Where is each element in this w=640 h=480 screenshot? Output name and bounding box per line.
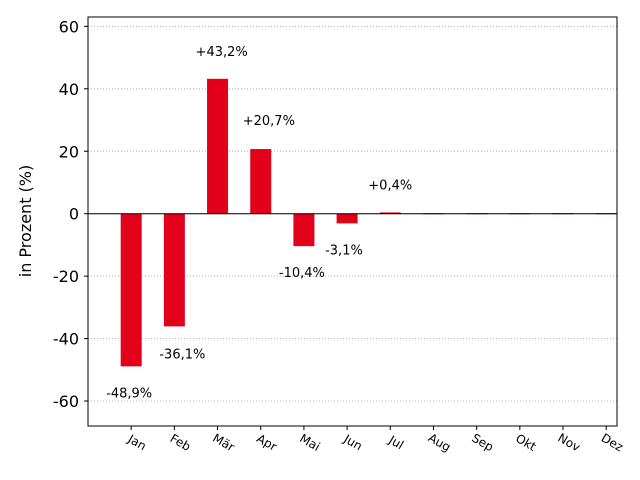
data-label: -3,1% bbox=[325, 243, 363, 258]
x-tick-label: Mai bbox=[297, 431, 322, 454]
x-tick-label: Okt bbox=[513, 431, 539, 454]
y-tick-label: -60 bbox=[53, 392, 79, 411]
x-axis: Jan Feb Mär Apr Mai Jun Jul Aug Sep Okt Nov Dez bbox=[125, 426, 626, 454]
data-label: +43,2% bbox=[196, 45, 248, 60]
data-label: -36,1% bbox=[159, 347, 205, 362]
bar bbox=[207, 78, 229, 214]
plot-frame bbox=[87, 16, 618, 427]
bar bbox=[336, 213, 358, 224]
data-label: +20,7% bbox=[243, 114, 295, 129]
bar bbox=[379, 212, 401, 214]
data-label: -48,9% bbox=[106, 386, 152, 401]
y-tick-label: 20 bbox=[59, 142, 79, 161]
bar bbox=[293, 213, 315, 247]
data-label: -10,4% bbox=[279, 266, 325, 281]
bar bbox=[163, 213, 185, 327]
x-tick-label: Feb bbox=[168, 431, 193, 454]
y-tick-label: 0 bbox=[69, 205, 79, 224]
y-axis-title: in Prozent (%) bbox=[16, 165, 35, 277]
bars bbox=[120, 78, 617, 367]
x-tick-label: Jan bbox=[125, 431, 149, 453]
data-label: +0,4% bbox=[368, 178, 412, 193]
x-tick-label: Jul bbox=[386, 432, 406, 452]
x-tick-label: Aug bbox=[426, 431, 453, 455]
x-tick-label: Apr bbox=[254, 431, 279, 454]
y-tick-label: -40 bbox=[53, 330, 79, 349]
y-tick-label: -20 bbox=[53, 267, 79, 286]
y-tick-label: 40 bbox=[59, 80, 79, 99]
x-tick-label: Mär bbox=[210, 431, 237, 454]
x-tick-label: Nov bbox=[555, 431, 582, 455]
x-tick-label: Jun bbox=[341, 431, 365, 453]
x-tick-label: Dez bbox=[599, 431, 626, 455]
bar bbox=[120, 213, 142, 367]
y-axis: 60 40 20 0 -20 -40 -60 bbox=[53, 17, 88, 411]
y-tick-label: 60 bbox=[59, 17, 79, 36]
data-labels: -48,9% -36,1% +43,2% +20,7% -10,4%-3,1% +0,4% bbox=[106, 45, 412, 402]
x-tick-label: Sep bbox=[469, 431, 496, 454]
bar bbox=[250, 149, 272, 214]
